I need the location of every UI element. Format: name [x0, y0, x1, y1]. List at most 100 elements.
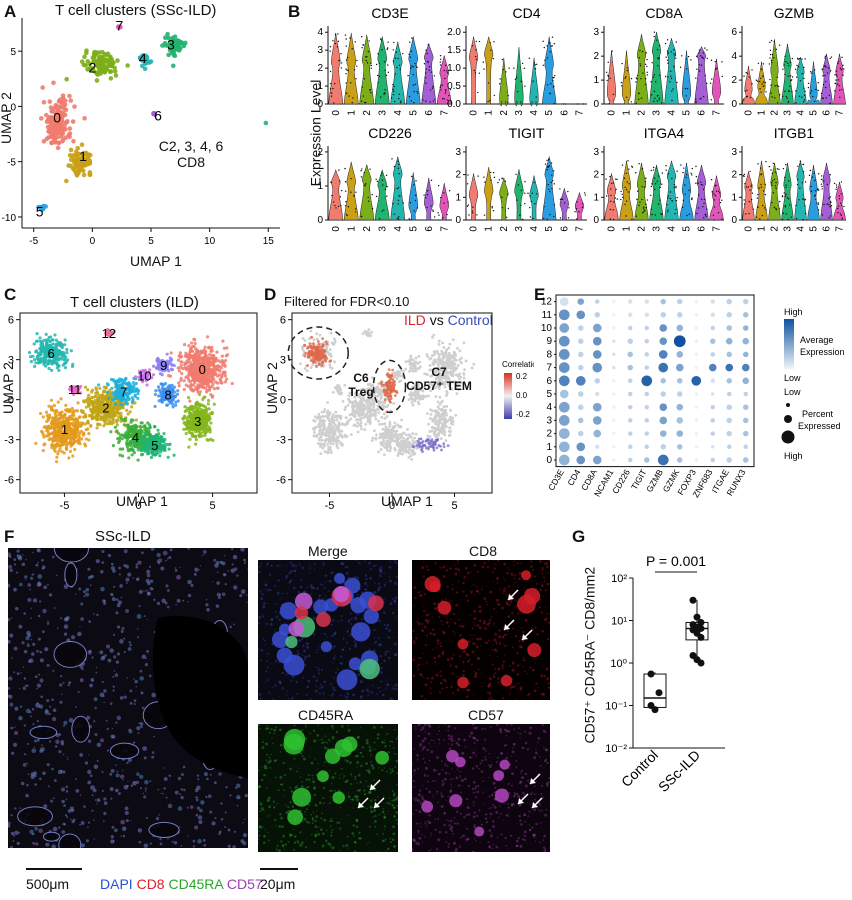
violin-point [785, 60, 787, 63]
cell-point [129, 390, 133, 394]
cell-point [72, 441, 76, 445]
x-tick-label: 0 [90, 236, 96, 247]
violin-point [784, 55, 786, 58]
violin-point [787, 218, 789, 221]
cell-point [125, 445, 130, 449]
violin-point [685, 95, 687, 97]
violin-body [833, 181, 846, 221]
background-point [449, 380, 453, 384]
cell-point [45, 426, 49, 430]
violin-point [626, 67, 628, 69]
cell-point [148, 438, 152, 442]
panel-a-annotation-line2: CD8 [176, 154, 205, 170]
violin-point [432, 100, 435, 102]
cell-point [93, 407, 98, 411]
violin-point [794, 90, 797, 92]
cell-point [120, 454, 125, 458]
violin-point [383, 209, 385, 211]
x-tick-label: 7 [835, 110, 846, 116]
cell-point [114, 405, 118, 409]
cell-point [74, 431, 78, 435]
violin-point [641, 198, 643, 201]
cell-point [64, 120, 69, 125]
cell-point [156, 356, 160, 360]
violin-point [773, 206, 776, 209]
violin-point [612, 209, 614, 211]
violin-body [406, 36, 421, 105]
violin-point [667, 209, 669, 211]
violin-point [788, 65, 790, 67]
violin-point [836, 75, 838, 78]
x-tick-label: 0 [469, 226, 480, 232]
cell-point [174, 39, 180, 44]
cell-point [177, 381, 181, 385]
violin-point [407, 74, 409, 77]
violin-point [817, 189, 820, 191]
cell-point [95, 398, 99, 403]
violin-point [761, 214, 764, 217]
violin-point [549, 51, 551, 53]
violin-point [625, 76, 627, 78]
violin-point [698, 207, 700, 209]
violin-body [359, 34, 374, 105]
cell-point [50, 353, 54, 358]
violin-point [667, 76, 669, 78]
violin-point [567, 190, 569, 193]
cell-point [224, 354, 228, 358]
violin-point [749, 189, 751, 191]
violin-point [551, 174, 553, 176]
violin-point [672, 88, 674, 90]
violin-point [414, 194, 417, 196]
violin-body [694, 164, 709, 221]
violin-point [371, 207, 374, 210]
cell-point [218, 369, 222, 373]
violin-point [821, 188, 823, 190]
violin-point [657, 57, 659, 59]
cell-point [139, 421, 143, 425]
cell-point [68, 98, 74, 103]
violin-point [399, 101, 402, 104]
violin-point [744, 183, 746, 185]
cell-point [41, 415, 45, 419]
violin-point [346, 56, 349, 59]
violin-point [706, 208, 708, 210]
background-point [440, 349, 444, 353]
cell-point [116, 437, 120, 441]
cell-point [116, 25, 121, 30]
violin-point [507, 94, 509, 97]
cell-point [214, 380, 218, 384]
violin-point [546, 45, 548, 47]
violin-point [709, 82, 712, 84]
violin-point [829, 174, 831, 176]
violin-point [578, 211, 580, 213]
violin-point [635, 172, 637, 174]
x-tick-label: 1 [484, 226, 495, 232]
cell-point [130, 387, 134, 391]
cell-point [39, 349, 43, 354]
cell-point [136, 448, 140, 452]
violin-point [782, 68, 784, 70]
x-tick-label: 4 [796, 110, 807, 116]
violin-point [774, 185, 777, 187]
cell-point [147, 429, 151, 434]
violin-point [658, 175, 660, 177]
cell-point [145, 383, 149, 387]
cell-point [173, 43, 179, 49]
violin-point [839, 89, 841, 91]
violin-point [837, 61, 840, 63]
violin-point [606, 79, 608, 82]
violin-point [695, 182, 697, 184]
violin-point [474, 72, 477, 74]
violin-body [634, 34, 649, 105]
violin-point [814, 69, 816, 71]
cell-point [54, 460, 59, 464]
violin-point [713, 206, 716, 208]
violin-point [553, 102, 555, 105]
panel-label-c: C [4, 285, 17, 304]
cell-point [68, 429, 72, 433]
violin-point [687, 55, 690, 58]
cell-point [199, 377, 203, 381]
violin-point [367, 196, 369, 199]
violin-point [714, 68, 717, 71]
